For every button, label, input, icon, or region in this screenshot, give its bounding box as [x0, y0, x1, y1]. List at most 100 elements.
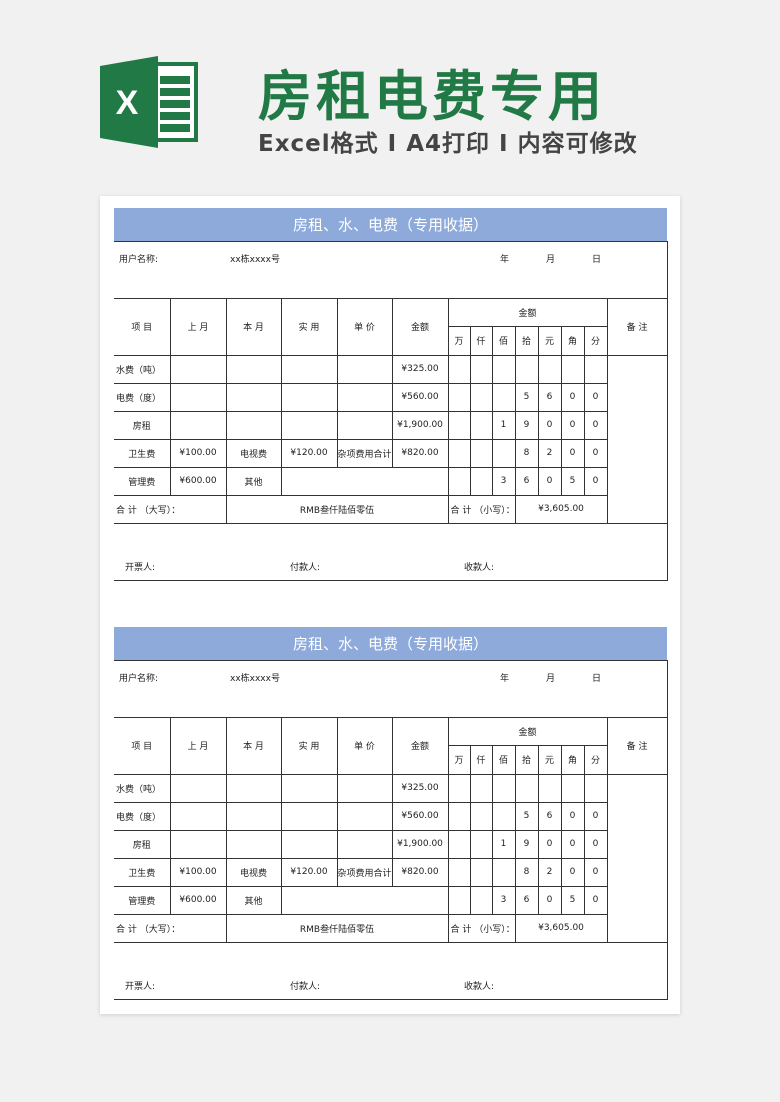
digit-cell: 0 — [583, 885, 608, 915]
digit-cell — [447, 354, 471, 384]
cell[interactable] — [225, 801, 282, 831]
digit-cell — [447, 410, 471, 440]
digit-cell — [469, 857, 493, 887]
col-last-month: 上 月 — [169, 716, 227, 775]
digit-cell — [469, 410, 493, 440]
user-label: 用户名称: — [119, 254, 159, 265]
amount-cell[interactable]: ¥600.00 — [169, 466, 227, 496]
digit-header: 拾 — [514, 325, 539, 356]
amount-cell[interactable]: ¥325.00 — [391, 773, 449, 803]
cell[interactable] — [280, 829, 338, 859]
col-item: 项 目 — [114, 297, 171, 356]
user-value[interactable]: xx栋xxxx号 — [230, 254, 280, 265]
remark-cell[interactable] — [606, 773, 668, 943]
cell[interactable] — [280, 773, 338, 803]
year-label: 年 — [500, 254, 510, 265]
digit-header: 分 — [583, 744, 608, 775]
digit-cell: 0 — [583, 438, 608, 468]
item-cell: 电费（度） — [114, 382, 171, 412]
item-cell: 管理费 — [114, 885, 171, 915]
digit-header: 佰 — [491, 744, 516, 775]
cell[interactable] — [336, 773, 393, 803]
amount-cell[interactable]: ¥1,900.00 — [391, 410, 449, 440]
cell[interactable] — [225, 773, 282, 803]
digit-cell: 0 — [537, 466, 562, 496]
digit-header: 拾 — [514, 744, 539, 775]
paper: 房租、水、电费（专用收据） 用户名称: xx栋xxxx号 年 月 日 项 目 上… — [100, 196, 680, 1014]
amount-cell[interactable]: ¥1,900.00 — [391, 829, 449, 859]
cell[interactable] — [169, 382, 227, 412]
digit-cell: 0 — [583, 466, 608, 496]
item-cell: 杂项费用合计 — [336, 857, 393, 887]
col-last-month: 上 月 — [169, 297, 227, 356]
total-upper-value[interactable]: RMB叁仟陆佰零伍 — [225, 494, 449, 524]
digit-cell: 9 — [514, 829, 539, 859]
digit-cell — [447, 885, 471, 915]
cell[interactable] — [225, 382, 282, 412]
cell[interactable] — [280, 466, 449, 496]
amount-cell[interactable]: ¥100.00 — [169, 857, 227, 887]
cell[interactable] — [280, 354, 338, 384]
digit-cell — [447, 438, 471, 468]
digit-cell: 8 — [514, 438, 539, 468]
item-cell: 房租 — [114, 410, 171, 440]
cell[interactable] — [169, 829, 227, 859]
digit-cell: 6 — [537, 801, 562, 831]
total-lower-value[interactable]: ¥3,605.00 — [514, 494, 608, 524]
cell[interactable] — [169, 773, 227, 803]
amount-cell[interactable]: ¥560.00 — [391, 801, 449, 831]
amount-cell[interactable]: ¥120.00 — [280, 438, 338, 468]
page-subtitle: Excel格式 I A4打印 I 内容可修改 — [258, 131, 638, 157]
total-upper-value[interactable]: RMB叁仟陆佰零伍 — [225, 913, 449, 943]
amount-cell[interactable]: ¥560.00 — [391, 382, 449, 412]
total-lower-label: 合 计 （小写）： — [447, 494, 516, 524]
cell[interactable] — [280, 382, 338, 412]
digit-cell — [469, 438, 493, 468]
cell[interactable] — [225, 410, 282, 440]
digit-cell: 0 — [560, 382, 585, 412]
amount-cell[interactable]: ¥120.00 — [280, 857, 338, 887]
item-cell: 电费（度） — [114, 801, 171, 831]
remark-cell[interactable] — [606, 354, 668, 524]
item-cell: 卫生费 — [114, 438, 171, 468]
table-row: 卫生费 ¥100.00 电视费 ¥120.00 杂项费用合计 ¥820.00 8… — [114, 857, 667, 887]
total-lower-value[interactable]: ¥3,605.00 — [514, 913, 608, 943]
month-label: 月 — [546, 254, 556, 265]
amount-cell[interactable]: ¥100.00 — [169, 438, 227, 468]
cell[interactable] — [336, 410, 393, 440]
cell[interactable] — [169, 354, 227, 384]
cell[interactable] — [280, 410, 338, 440]
cell[interactable] — [336, 801, 393, 831]
cell[interactable] — [225, 829, 282, 859]
digit-cell — [469, 466, 493, 496]
digit-cell — [491, 354, 516, 384]
amount-cell[interactable]: ¥820.00 — [391, 857, 449, 887]
cell[interactable] — [280, 801, 338, 831]
user-value[interactable]: xx栋xxxx号 — [230, 673, 280, 684]
item-cell: 其他 — [225, 885, 282, 915]
cell[interactable] — [169, 410, 227, 440]
cell[interactable] — [336, 354, 393, 384]
cell[interactable] — [336, 382, 393, 412]
digit-cell — [514, 773, 539, 803]
digit-cell: 8 — [514, 857, 539, 887]
amount-cell[interactable]: ¥600.00 — [169, 885, 227, 915]
amount-cell[interactable]: ¥325.00 — [391, 354, 449, 384]
receipt-form: 房租、水、电费（专用收据） 用户名称: xx栋xxxx号 年 月 日 项 目 上… — [114, 627, 668, 1000]
cell[interactable] — [169, 801, 227, 831]
cell[interactable] — [225, 354, 282, 384]
receipt-title: 房租、水、电费（专用收据） — [114, 208, 668, 242]
cell[interactable] — [336, 829, 393, 859]
digit-cell: 3 — [491, 885, 516, 915]
digit-cell: 0 — [583, 829, 608, 859]
amount-cell[interactable]: ¥820.00 — [391, 438, 449, 468]
payee-label: 收款人: — [464, 981, 495, 992]
item-cell: 水费（吨） — [114, 773, 171, 803]
user-row: 用户名称: xx栋xxxx号 年 月 日 — [114, 240, 668, 299]
col-used: 实 用 — [280, 716, 338, 775]
cell[interactable] — [280, 885, 449, 915]
digit-cell — [447, 801, 471, 831]
digit-cell: 0 — [560, 410, 585, 440]
